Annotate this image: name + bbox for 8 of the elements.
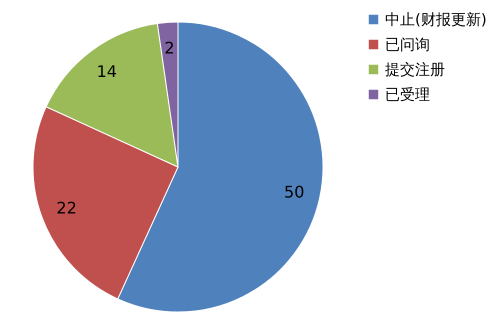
data-label: 50 bbox=[284, 182, 304, 202]
data-label: 22 bbox=[56, 198, 77, 218]
legend-label: 中止(财报更新) bbox=[385, 10, 487, 28]
data-label: 14 bbox=[96, 62, 117, 81]
legend-label: 已问询 bbox=[385, 36, 430, 54]
legend-label: 提交注册 bbox=[385, 60, 445, 78]
data-label: 2 bbox=[164, 38, 175, 58]
legend-label: 已受理 bbox=[385, 86, 430, 104]
